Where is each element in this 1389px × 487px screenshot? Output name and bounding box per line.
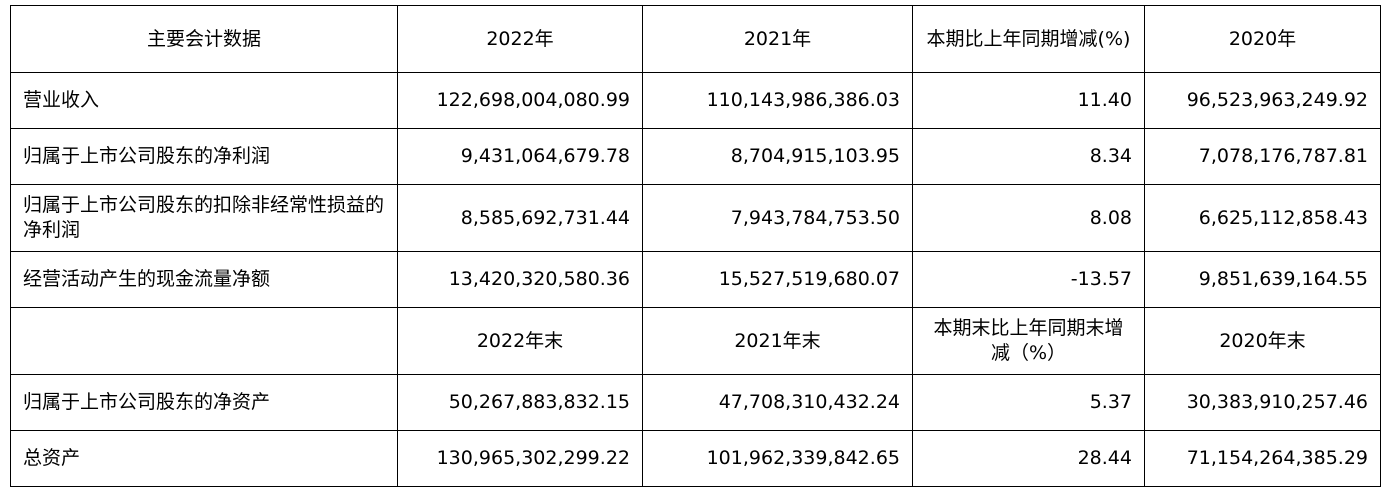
cell-2022: 9,431,064,679.78 xyxy=(397,128,643,185)
cell-2022: 13,420,320,580.36 xyxy=(397,251,643,308)
cell-change: 11.40 xyxy=(912,72,1145,129)
cell-2021-end: 101,962,339,842.65 xyxy=(642,430,913,487)
table-row: 经营活动产生的现金流量净额 13,420,320,580.36 15,527,5… xyxy=(10,251,1381,308)
cell-2020: 7,078,176,787.81 xyxy=(1144,128,1381,185)
cell-change: 8.34 xyxy=(912,128,1145,185)
cell-2021: 7,943,784,753.50 xyxy=(642,184,913,252)
cell-2021: 15,527,519,680.07 xyxy=(642,251,913,308)
row-label: 经营活动产生的现金流量净额 xyxy=(10,251,398,308)
cell-2022: 8,585,692,731.44 xyxy=(397,184,643,252)
cell-2020: 6,625,112,858.43 xyxy=(1144,184,1381,252)
table-header-row: 主要会计数据 2022年 2021年 本期比上年同期增减(%) 2020年 xyxy=(10,5,1381,73)
cell-2020-end: 71,154,264,385.29 xyxy=(1144,430,1381,487)
header-cell-2020: 2020年 xyxy=(1144,5,1381,73)
table-row: 归属于上市公司股东的扣除非经常性损益的净利润 8,585,692,731.44 … xyxy=(10,184,1381,252)
header-cell-2020-end: 2020年末 xyxy=(1144,307,1381,375)
row-label: 归属于上市公司股东的净资产 xyxy=(10,374,398,431)
cell-2020: 96,523,963,249.92 xyxy=(1144,72,1381,129)
cell-2022: 122,698,004,080.99 xyxy=(397,72,643,129)
financial-data-table: 主要会计数据 2022年 2021年 本期比上年同期增减(%) 2020年 营业… xyxy=(10,5,1381,487)
header-cell-2021: 2021年 xyxy=(642,5,913,73)
cell-2021: 110,143,986,386.03 xyxy=(642,72,913,129)
cell-change: 8.08 xyxy=(912,184,1145,252)
cell-2022-end: 50,267,883,832.15 xyxy=(397,374,643,431)
cell-2020: 9,851,639,164.55 xyxy=(1144,251,1381,308)
cell-2022-end: 130,965,302,299.22 xyxy=(397,430,643,487)
cell-2021: 8,704,915,103.95 xyxy=(642,128,913,185)
table-subheader-row: 2022年末 2021年末 本期末比上年同期末增减（%） 2020年末 xyxy=(10,307,1381,375)
header-cell-empty xyxy=(10,307,398,375)
row-label: 归属于上市公司股东的扣除非经常性损益的净利润 xyxy=(10,184,398,252)
header-cell-change: 本期比上年同期增减(%) xyxy=(912,5,1145,73)
cell-change-end: 28.44 xyxy=(912,430,1145,487)
row-label: 总资产 xyxy=(10,430,398,487)
row-label: 归属于上市公司股东的净利润 xyxy=(10,128,398,185)
header-cell-2021-end: 2021年末 xyxy=(642,307,913,375)
table-row: 归属于上市公司股东的净资产 50,267,883,832.15 47,708,3… xyxy=(10,374,1381,431)
table-row: 总资产 130,965,302,299.22 101,962,339,842.6… xyxy=(10,430,1381,487)
header-cell-change-end: 本期末比上年同期末增减（%） xyxy=(912,307,1145,375)
table-row: 归属于上市公司股东的净利润 9,431,064,679.78 8,704,915… xyxy=(10,128,1381,185)
cell-change: -13.57 xyxy=(912,251,1145,308)
row-label: 营业收入 xyxy=(10,72,398,129)
cell-2021-end: 47,708,310,432.24 xyxy=(642,374,913,431)
header-cell-2022: 2022年 xyxy=(397,5,643,73)
table-row: 营业收入 122,698,004,080.99 110,143,986,386.… xyxy=(10,72,1381,129)
header-cell-2022-end: 2022年末 xyxy=(397,307,643,375)
cell-change-end: 5.37 xyxy=(912,374,1145,431)
header-cell-metric: 主要会计数据 xyxy=(10,5,398,73)
cell-2020-end: 30,383,910,257.46 xyxy=(1144,374,1381,431)
